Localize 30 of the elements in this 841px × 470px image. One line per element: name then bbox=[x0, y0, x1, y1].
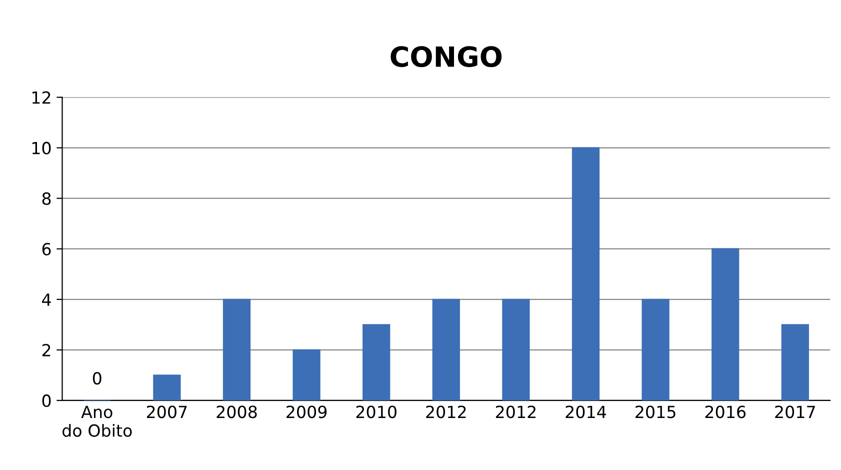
x-tick-label: 2014 bbox=[566, 406, 606, 418]
bar bbox=[292, 349, 320, 400]
bar bbox=[502, 298, 530, 400]
x-tick-label: 2008 bbox=[216, 406, 257, 418]
x-tick-label: 2012 bbox=[496, 406, 536, 418]
bar bbox=[362, 324, 390, 400]
y-tick-label: 0 bbox=[42, 394, 51, 408]
y-tick-label: 12 bbox=[32, 91, 50, 104]
x-tick-label: 2007 bbox=[146, 406, 187, 418]
x-tick-label: 2009 bbox=[286, 406, 327, 418]
y-tick-label: 4 bbox=[42, 294, 51, 306]
y-tick-label: 2 bbox=[42, 344, 50, 356]
x-tick-label: 2012 bbox=[426, 406, 466, 418]
chart-title: CONGO bbox=[390, 46, 502, 68]
bar bbox=[572, 147, 600, 400]
x-tick-label: 2015 bbox=[636, 406, 676, 418]
x-tick-label: 2010 bbox=[356, 406, 396, 418]
bar bbox=[222, 298, 251, 400]
x-tick-label: 2017 bbox=[775, 406, 815, 418]
y-tick-label: 10 bbox=[32, 142, 51, 154]
bar bbox=[642, 298, 670, 400]
y-tick-label: 8 bbox=[42, 192, 51, 205]
x-tick-label: Ano do Obito bbox=[62, 406, 132, 437]
x-tick-label: 2016 bbox=[705, 406, 746, 418]
bar bbox=[712, 248, 740, 400]
y-tick-label: 6 bbox=[42, 242, 51, 256]
data-label: 0 bbox=[92, 372, 102, 385]
bar bbox=[781, 324, 809, 400]
bar bbox=[153, 374, 181, 400]
bar bbox=[432, 298, 460, 400]
